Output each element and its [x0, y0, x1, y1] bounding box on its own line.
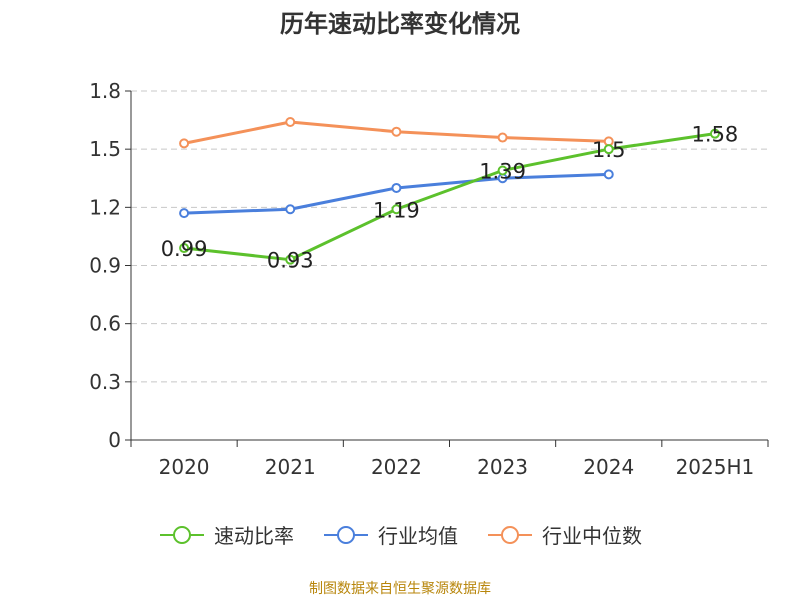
legend-line-icon-quick-ratio: [160, 525, 204, 544]
data-point-0: [603, 144, 614, 155]
data-label: 0.99: [161, 237, 208, 261]
data-label: 1.5: [592, 138, 625, 162]
y-tick-label: 0.3: [89, 370, 121, 394]
data-point-2: [391, 126, 402, 137]
data-point-0: [285, 254, 296, 265]
data-label: 0.93: [267, 249, 314, 273]
x-tick-label: 2020: [159, 455, 210, 479]
data-point-0: [179, 243, 190, 254]
chart-title: 历年速动比率变化情况: [280, 10, 520, 38]
legend-item-industry-mean[interactable]: 行业均值: [322, 520, 458, 549]
data-label: 1.58: [692, 123, 739, 147]
data-point-0: [497, 165, 508, 176]
x-tick-label: 2021: [265, 455, 316, 479]
y-tick-label: 0.6: [89, 312, 121, 336]
data-point-1: [603, 169, 614, 180]
data-point-2: [285, 117, 296, 128]
data-point-2: [179, 138, 190, 149]
x-tick-label: 2022: [371, 455, 422, 479]
legend-label-industry-mean: 行业均值: [378, 524, 458, 548]
data-point-2: [497, 132, 508, 143]
legend-label-quick-ratio: 速动比率: [214, 524, 294, 548]
data-point-0: [391, 204, 402, 215]
data-point-1: [285, 204, 296, 215]
x-tick-label: 2024: [583, 455, 634, 479]
legend-label-industry-median: 行业中位数: [542, 524, 642, 548]
y-tick-label: 1.2: [89, 195, 121, 219]
x-tick-label: 2025H1: [676, 455, 755, 479]
y-tick-label: 0: [108, 428, 121, 452]
y-tick-label: 0.9: [89, 254, 121, 278]
data-label: 1.39: [479, 159, 526, 183]
data-source-note: 制图数据来自恒生聚源数据库: [309, 581, 491, 597]
data-point-1: [391, 182, 402, 193]
legend-line-icon-industry-mean: [324, 525, 368, 544]
data-point-0: [709, 128, 720, 139]
legend-item-quick-ratio[interactable]: 速动比率: [158, 520, 294, 549]
x-tick-label: 2023: [477, 455, 528, 479]
legend-line-icon-industry-median: [488, 525, 532, 544]
line-chart: 0 0.3 0.6 0.9 1.2 1.5 1.8 2020 2021 2022 2023 2024 2…: [89, 79, 769, 479]
data-point-1: [179, 208, 190, 219]
y-tick-label: 1.5: [89, 137, 121, 161]
y-tick-label: 1.8: [89, 79, 121, 103]
data-label: 1.19: [373, 198, 420, 222]
series-line-0: [183, 132, 716, 262]
legend: 速动比率 行业均值 行业中位数: [0, 520, 800, 549]
legend-item-industry-median[interactable]: 行业中位数: [486, 520, 642, 549]
